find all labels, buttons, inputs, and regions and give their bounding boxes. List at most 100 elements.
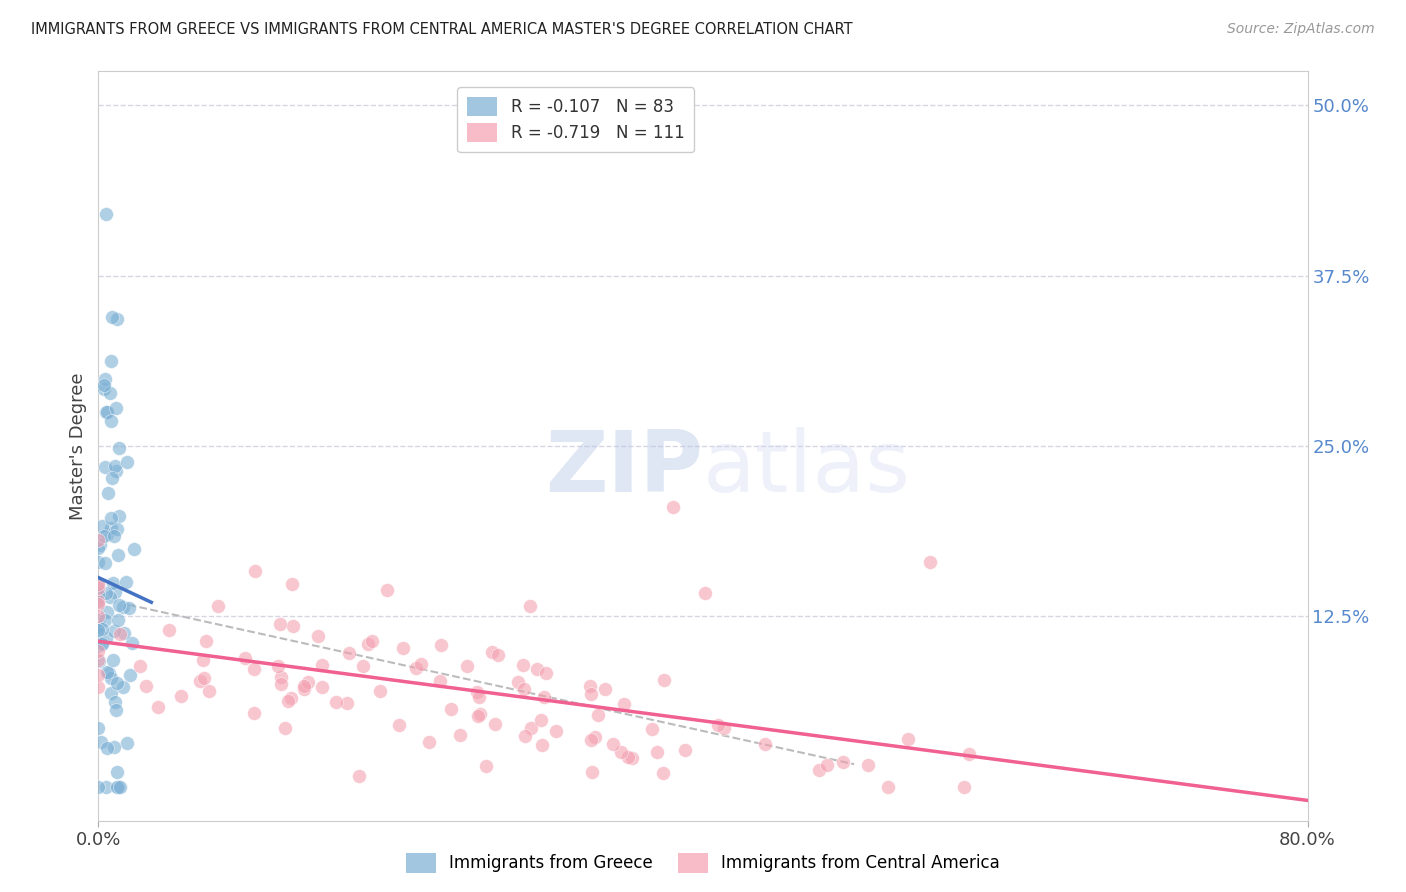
Point	[108, 441, 131, 455]
Point	[361, 633, 384, 648]
Point	[311, 680, 333, 694]
Point	[103, 653, 125, 667]
Point	[101, 576, 124, 591]
Point	[91, 519, 114, 533]
Point	[347, 769, 370, 783]
Point	[512, 658, 534, 673]
Point	[602, 737, 624, 751]
Point	[392, 641, 415, 656]
Point	[105, 780, 128, 794]
Point	[108, 627, 131, 641]
Point	[307, 629, 329, 643]
Point	[129, 658, 152, 673]
Point	[481, 645, 503, 659]
Point	[641, 722, 664, 736]
Point	[952, 780, 974, 794]
Point	[530, 739, 553, 753]
Point	[114, 625, 136, 640]
Text: atlas: atlas	[703, 427, 911, 510]
Point	[352, 659, 374, 673]
Point	[579, 679, 602, 693]
Point	[188, 674, 211, 689]
Point	[207, 599, 229, 614]
Point	[233, 651, 256, 665]
Point	[339, 647, 361, 661]
Point	[456, 658, 478, 673]
Point	[103, 624, 125, 639]
Point	[146, 700, 169, 714]
Point	[104, 703, 127, 717]
Point	[107, 613, 129, 627]
Point	[87, 577, 110, 591]
Point	[468, 690, 491, 704]
Point	[292, 679, 315, 693]
Point	[105, 522, 128, 536]
Point	[104, 584, 127, 599]
Point	[87, 587, 110, 601]
Text: Source: ZipAtlas.com: Source: ZipAtlas.com	[1227, 22, 1375, 37]
Point	[808, 764, 831, 778]
Point	[89, 538, 111, 552]
Point	[96, 404, 118, 418]
Point	[87, 618, 110, 632]
Point	[897, 731, 920, 746]
Point	[104, 459, 127, 474]
Point	[754, 737, 776, 751]
Point	[94, 460, 117, 475]
Point	[98, 386, 121, 401]
Point	[484, 716, 506, 731]
Point	[368, 684, 391, 698]
Point	[429, 638, 451, 652]
Point	[91, 637, 114, 651]
Point	[94, 372, 117, 386]
Point	[98, 665, 121, 680]
Point	[198, 683, 221, 698]
Point	[519, 721, 541, 735]
Point	[815, 758, 838, 772]
Point	[118, 668, 141, 682]
Point	[122, 541, 145, 556]
Point	[100, 510, 122, 524]
Point	[280, 690, 302, 705]
Point	[533, 690, 555, 705]
Point	[274, 722, 297, 736]
Point	[96, 741, 118, 756]
Point	[103, 529, 125, 543]
Legend: R = -0.107   N = 83, R = -0.719   N = 111: R = -0.107 N = 83, R = -0.719 N = 111	[457, 87, 695, 153]
Point	[101, 310, 124, 324]
Point	[87, 721, 110, 735]
Point	[90, 735, 112, 749]
Point	[93, 613, 115, 627]
Point	[96, 605, 118, 619]
Point	[193, 671, 215, 685]
Point	[93, 378, 115, 392]
Point	[277, 694, 299, 708]
Point	[105, 311, 128, 326]
Point	[108, 598, 131, 612]
Point	[581, 765, 603, 780]
Point	[107, 780, 129, 794]
Point	[87, 639, 110, 653]
Point	[89, 654, 111, 668]
Point	[93, 556, 115, 570]
Point	[243, 662, 266, 676]
Point	[96, 527, 118, 541]
Point	[87, 578, 110, 592]
Point	[93, 382, 115, 396]
Point	[918, 555, 941, 569]
Point	[713, 721, 735, 735]
Point	[388, 718, 411, 732]
Point	[194, 634, 217, 648]
Point	[409, 657, 432, 671]
Point	[579, 732, 602, 747]
Point	[645, 745, 668, 759]
Point	[110, 780, 132, 794]
Point	[429, 674, 451, 689]
Point	[593, 682, 616, 697]
Point	[673, 742, 696, 756]
Point	[100, 672, 122, 686]
Point	[117, 736, 139, 750]
Point	[135, 679, 157, 693]
Point	[105, 676, 128, 690]
Point	[243, 564, 266, 578]
